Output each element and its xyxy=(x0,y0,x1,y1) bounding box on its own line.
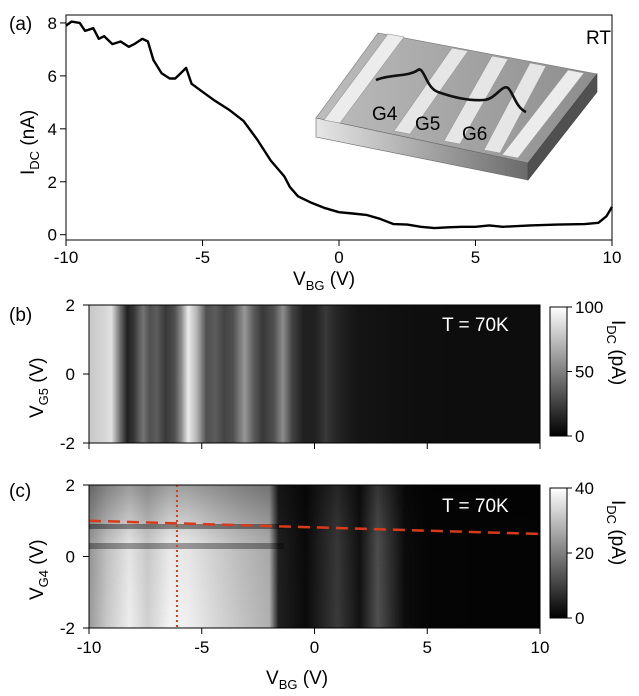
panel-a-y-tick-label: 0 xyxy=(48,226,57,245)
panel-c-heatmap-shading xyxy=(89,485,540,628)
panel-b-colorbar-tick-label: 100 xyxy=(575,298,603,317)
panel-a-label: (a) xyxy=(9,14,32,35)
gate-electrode-5 xyxy=(501,69,585,159)
panel-a-y-tick-label: 2 xyxy=(48,173,57,192)
panel-b-colorbar-ticks: 0 50 100 xyxy=(567,298,603,446)
panel-c-y-tick-label: -2 xyxy=(60,619,75,638)
gate-electrode-1 xyxy=(323,33,405,124)
panel-c-colorbar-ticks: 0 20 40 xyxy=(567,479,594,628)
panel-c-temperature-label: T = 70K xyxy=(442,496,509,517)
panel-c-colorbar xyxy=(549,487,568,619)
panel-c-x-tick-label: 10 xyxy=(531,638,550,657)
panel-a-rt-label: RT xyxy=(586,28,611,49)
panel-a-x-axis-label: VBG (V) xyxy=(293,269,355,293)
panel-a-y-tick-label: 6 xyxy=(48,67,57,86)
panel-c-y-tick-labels: -2 0 2 xyxy=(60,476,75,638)
gate-g4-electrode xyxy=(393,47,469,135)
g4-label: G4 xyxy=(372,104,398,125)
panel-c-dark-band-1 xyxy=(89,524,284,529)
panel-b-heatmap xyxy=(89,305,540,443)
panel-b-temperature-label: T = 70K xyxy=(442,315,509,336)
panel-a-y-tick-labels: 0 2 4 6 8 xyxy=(48,14,57,245)
panel-c-colorbar-label: IDC (pA) xyxy=(604,500,628,565)
panel-b-y-tick-label: 0 xyxy=(66,365,75,384)
g6-label: G6 xyxy=(462,124,487,145)
panel-c-x-tick-labels: -10 -5 0 5 10 xyxy=(77,638,550,657)
panel-c-colorbar-tick-label: 0 xyxy=(575,609,584,628)
panel-c-x-axis-label: VBG (V) xyxy=(266,668,328,692)
panel-c-x-tick-label: -5 xyxy=(194,638,209,657)
panel-c-y-tick-label: 0 xyxy=(66,548,75,567)
panel-c-label: (c) xyxy=(9,481,31,502)
panel-b-y-tick-label: 2 xyxy=(66,296,75,315)
panel-a-y-tick-label: 4 xyxy=(48,120,57,139)
panel-c-x-tick-label: 0 xyxy=(310,638,319,657)
panel-b-y-tick-label: -2 xyxy=(60,434,75,453)
panel-a-current-trace xyxy=(65,20,614,230)
panel-c-colorbar-tick-label: 20 xyxy=(575,544,594,563)
chip-side-face xyxy=(527,73,598,181)
panel-b-y-tick-labels: -2 0 2 xyxy=(60,296,75,453)
panel-a-ticks xyxy=(60,22,613,246)
panel-a-y-axis-label: IDC (nA) xyxy=(18,110,42,175)
panel-b-colorbar-label: IDC (pA) xyxy=(604,320,628,385)
panel-b-colorbar xyxy=(549,306,568,437)
panel-b-colorbar-tick-label: 0 xyxy=(575,427,584,446)
panel-a-x-tick-label: -5 xyxy=(195,248,210,267)
g5-label: G5 xyxy=(415,114,440,135)
panel-a-y-tick-label: 8 xyxy=(48,14,57,33)
panel-c-dark-band-2 xyxy=(89,543,284,549)
panel-b-ticks xyxy=(83,304,541,449)
device-schematic-inset: G4 G5 G6 xyxy=(315,32,598,181)
panel-c-x-tick-label: -10 xyxy=(77,638,102,657)
panel-b-label: (b) xyxy=(9,305,32,326)
panel-b: (b) -2 0 2 T = 70K VG5 (V) 0 50 100 IDC (pA) xyxy=(9,296,628,453)
panel-c-x-tick-label: 5 xyxy=(423,638,432,657)
panel-c-colorbar-tick-label: 40 xyxy=(575,479,594,498)
panel-c-y-axis-label: VG4 (V) xyxy=(27,539,51,600)
panel-a-x-tick-label: 10 xyxy=(603,248,622,267)
panel-c: (c) -10 -5 0 5 10 -2 0 2 T = 70K VG4 (V) VBG (… xyxy=(9,476,628,692)
panel-a-x-tick-label: -10 xyxy=(54,248,79,267)
panel-c-ticks xyxy=(83,484,541,634)
panel-a-x-tick-labels: -10 -5 0 5 10 xyxy=(54,248,622,267)
panel-a-x-tick-label: 0 xyxy=(334,248,343,267)
panel-a-x-tick-label: 5 xyxy=(471,248,480,267)
panel-c-y-tick-label: 2 xyxy=(66,476,75,495)
current-profile-curve xyxy=(375,68,527,114)
gate-g6-electrode xyxy=(483,62,547,154)
panel-b-colorbar-tick-label: 50 xyxy=(575,363,594,382)
panel-b-y-axis-label: VG5 (V) xyxy=(27,357,51,418)
